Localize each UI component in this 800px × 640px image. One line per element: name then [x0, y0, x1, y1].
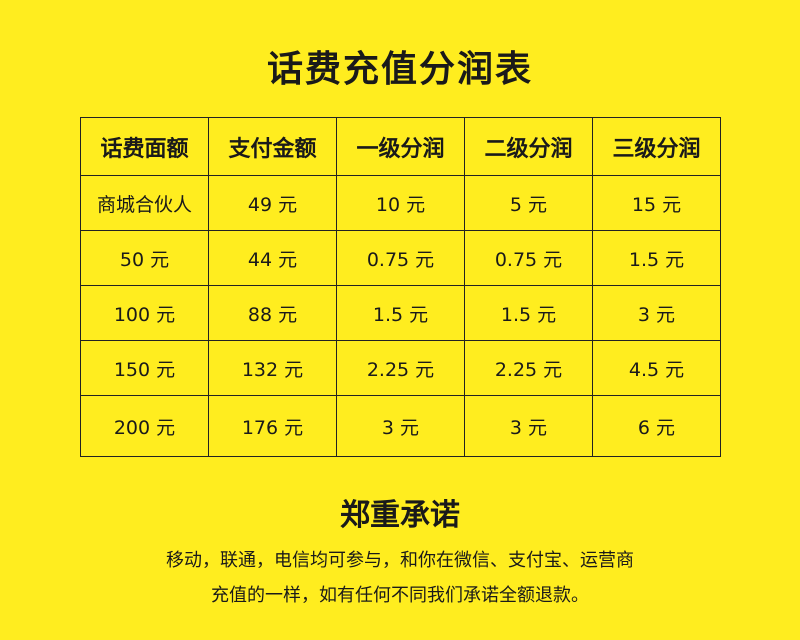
table-cell: 150 元	[80, 340, 209, 396]
table-cell: 5 元	[464, 175, 593, 231]
table-cell: 3 元	[336, 395, 465, 457]
header-level2: 二级分润	[464, 117, 593, 176]
table-cell: 10 元	[336, 175, 465, 231]
table-cell: 3 元	[592, 285, 721, 341]
header-face-value: 话费面额	[80, 117, 209, 176]
table-cell: 176 元	[208, 395, 337, 457]
table-cell: 100 元	[80, 285, 209, 341]
table-cell: 2.25 元	[464, 340, 593, 396]
table-cell: 49 元	[208, 175, 337, 231]
table-cell: 1.5 元	[592, 230, 721, 286]
table-cell: 商城合伙人	[80, 175, 209, 231]
table-cell: 44 元	[208, 230, 337, 286]
promise-line-1: 移动，联通，电信均可参与，和你在微信、支付宝、运营商	[166, 550, 634, 571]
table-cell: 15 元	[592, 175, 721, 231]
table-cell: 132 元	[208, 340, 337, 396]
table-row: 50 元 44 元 0.75 元 0.75 元 1.5 元	[80, 230, 721, 286]
table-cell: 1.5 元	[336, 285, 465, 341]
promise-heading: 郑重承诺	[340, 498, 460, 533]
table-cell: 4.5 元	[592, 340, 721, 396]
table-cell: 1.5 元	[464, 285, 593, 341]
table-row: 150 元 132 元 2.25 元 2.25 元 4.5 元	[80, 340, 721, 396]
table-cell: 200 元	[80, 395, 209, 457]
header-level3: 三级分润	[592, 117, 721, 176]
table-header-row: 话费面额 支付金额 一级分润 二级分润 三级分润	[80, 117, 721, 176]
table-cell: 0.75 元	[464, 230, 593, 286]
table-cell: 50 元	[80, 230, 209, 286]
header-level1: 一级分润	[336, 117, 465, 176]
table-cell: 3 元	[464, 395, 593, 457]
table-cell: 6 元	[592, 395, 721, 457]
page-title: 话费充值分润表	[266, 48, 533, 90]
promise-line-2: 充值的一样，如有任何不同我们承诺全额退款。	[211, 585, 589, 606]
table-cell: 88 元	[208, 285, 337, 341]
table-cell: 2.25 元	[336, 340, 465, 396]
table-cell: 0.75 元	[336, 230, 465, 286]
header-pay-amount: 支付金额	[208, 117, 337, 176]
